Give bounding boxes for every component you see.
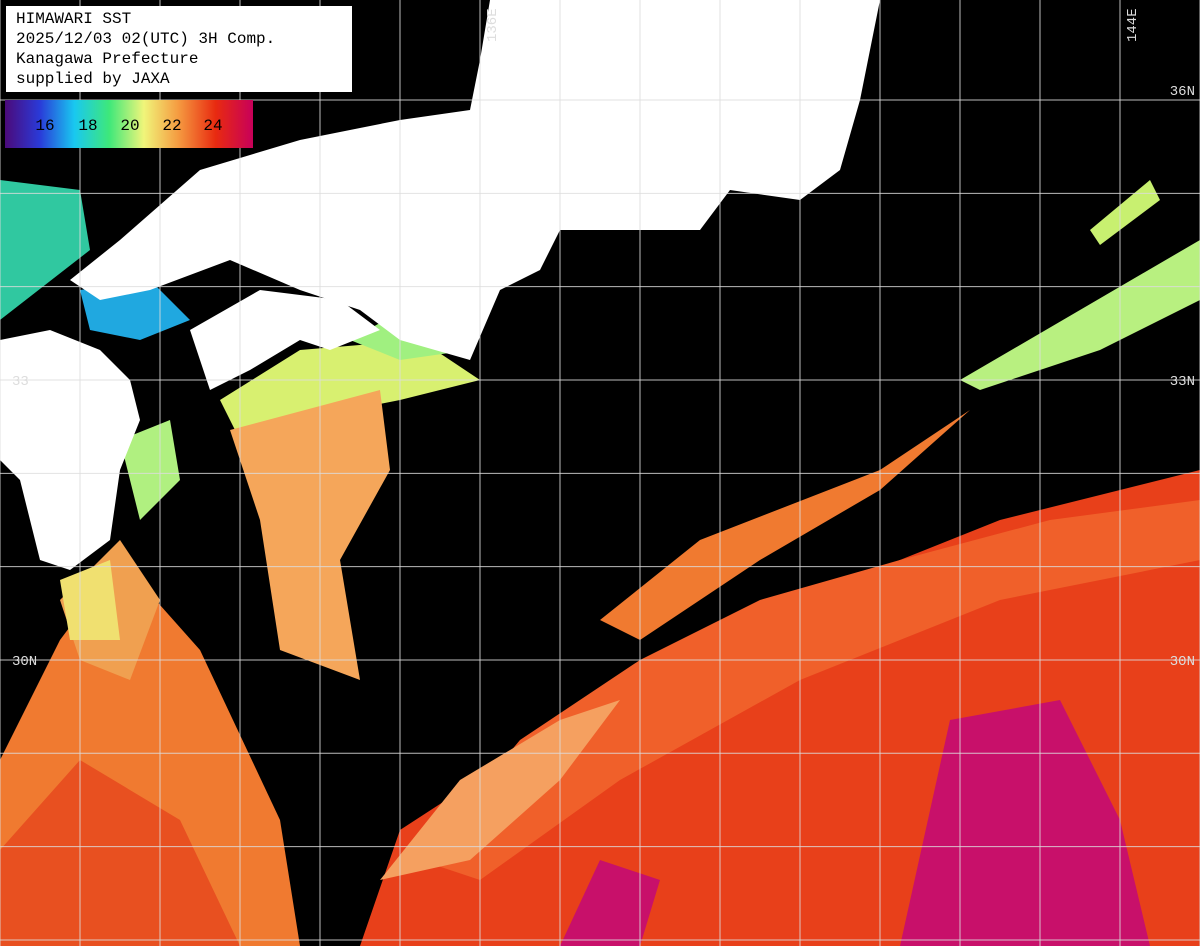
lat-label: 33N <box>1170 374 1195 390</box>
title-line: HIMAWARI SST <box>16 10 131 28</box>
sst-area <box>600 410 970 640</box>
sst-area <box>220 340 480 440</box>
lat-label: 30N <box>1170 654 1195 670</box>
sst-area <box>60 560 120 640</box>
colorbar-gradient <box>5 100 253 148</box>
colorbar-label: 22 <box>162 117 181 135</box>
colorbar: 16 18 20 22 24 <box>5 100 253 148</box>
lat-label: 30N <box>12 654 37 670</box>
title-line: 2025/12/03 02(UTC) 3H Comp. <box>16 30 275 48</box>
colorbar-label: 18 <box>78 117 97 135</box>
title-box: HIMAWARI SST 2025/12/03 02(UTC) 3H Comp.… <box>6 6 352 92</box>
colorbar-label: 16 <box>35 117 54 135</box>
sst-area <box>120 420 180 520</box>
colorbar-label: 24 <box>203 117 222 135</box>
honshu <box>70 0 880 360</box>
sst-area <box>420 500 1200 880</box>
lon-label: 136E <box>485 8 501 42</box>
land <box>0 0 880 570</box>
sst-area <box>900 700 1150 946</box>
lon-label: 144E <box>1125 8 1141 42</box>
lat-label: 33 <box>12 374 29 390</box>
kyushu <box>0 330 140 570</box>
title-background <box>6 6 352 92</box>
title-line: Kanagawa Prefecture <box>16 50 198 68</box>
colorbar-label: 20 <box>120 117 139 135</box>
sst-area <box>960 240 1200 390</box>
title-line: supplied by JAXA <box>16 70 170 88</box>
shikoku <box>190 290 380 390</box>
sst-area <box>0 180 90 320</box>
sst-area <box>560 860 660 946</box>
sst-area <box>1090 180 1160 245</box>
lat-label: 36N <box>1170 84 1195 100</box>
sst-area <box>230 390 390 680</box>
sst-area <box>0 760 240 946</box>
